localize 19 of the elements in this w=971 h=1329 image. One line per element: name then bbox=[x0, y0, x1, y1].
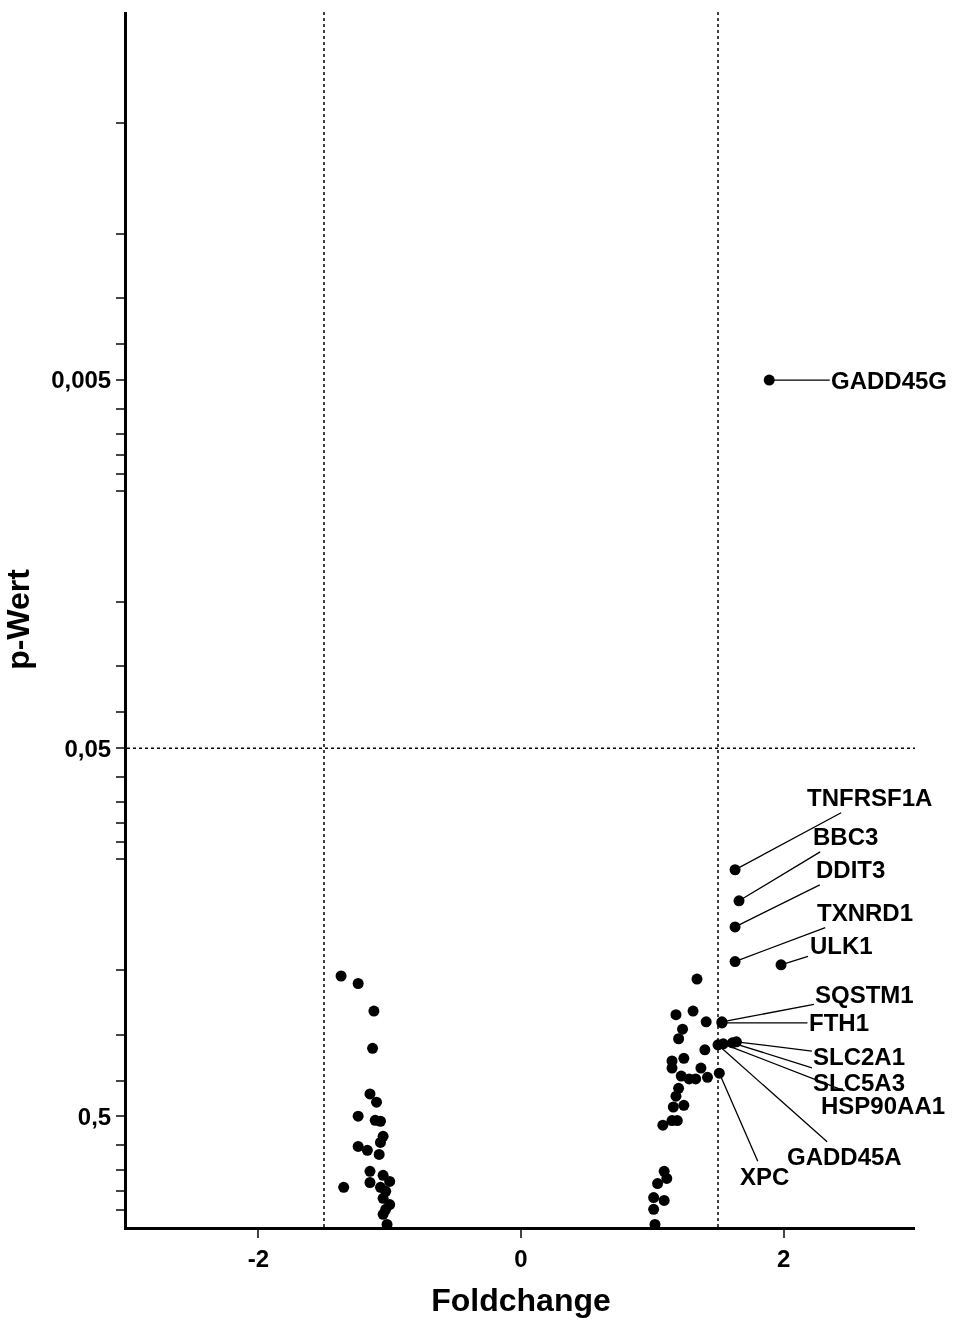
annotation: TXNRD1 bbox=[817, 899, 914, 926]
annotation: BBC3 bbox=[813, 823, 879, 850]
x-tick-label: 0 bbox=[514, 1244, 528, 1272]
x-axis-title: Foldchange bbox=[431, 1281, 611, 1318]
annotation: SLC2A1 bbox=[813, 1043, 906, 1070]
y-tick-label: 0,5 bbox=[77, 1102, 112, 1130]
annotation: XPC bbox=[740, 1163, 790, 1190]
y-tick-label: 0,05 bbox=[64, 734, 112, 762]
annotation: GADD45G bbox=[831, 367, 948, 394]
annotation: ULK1 bbox=[810, 932, 873, 959]
x-tick-label: 2 bbox=[776, 1244, 791, 1272]
y-tick-label: 0,005 bbox=[51, 366, 112, 394]
annotation: SQSTM1 bbox=[815, 981, 914, 1008]
annotation: TNFRSF1A bbox=[807, 784, 933, 811]
y-axis-title: p-Wert bbox=[0, 568, 36, 670]
annotation: DDIT3 bbox=[816, 856, 886, 883]
annotation: FTH1 bbox=[809, 1009, 869, 1036]
annotation: GADD45A bbox=[787, 1143, 902, 1170]
x-tick-label: -2 bbox=[247, 1244, 269, 1272]
